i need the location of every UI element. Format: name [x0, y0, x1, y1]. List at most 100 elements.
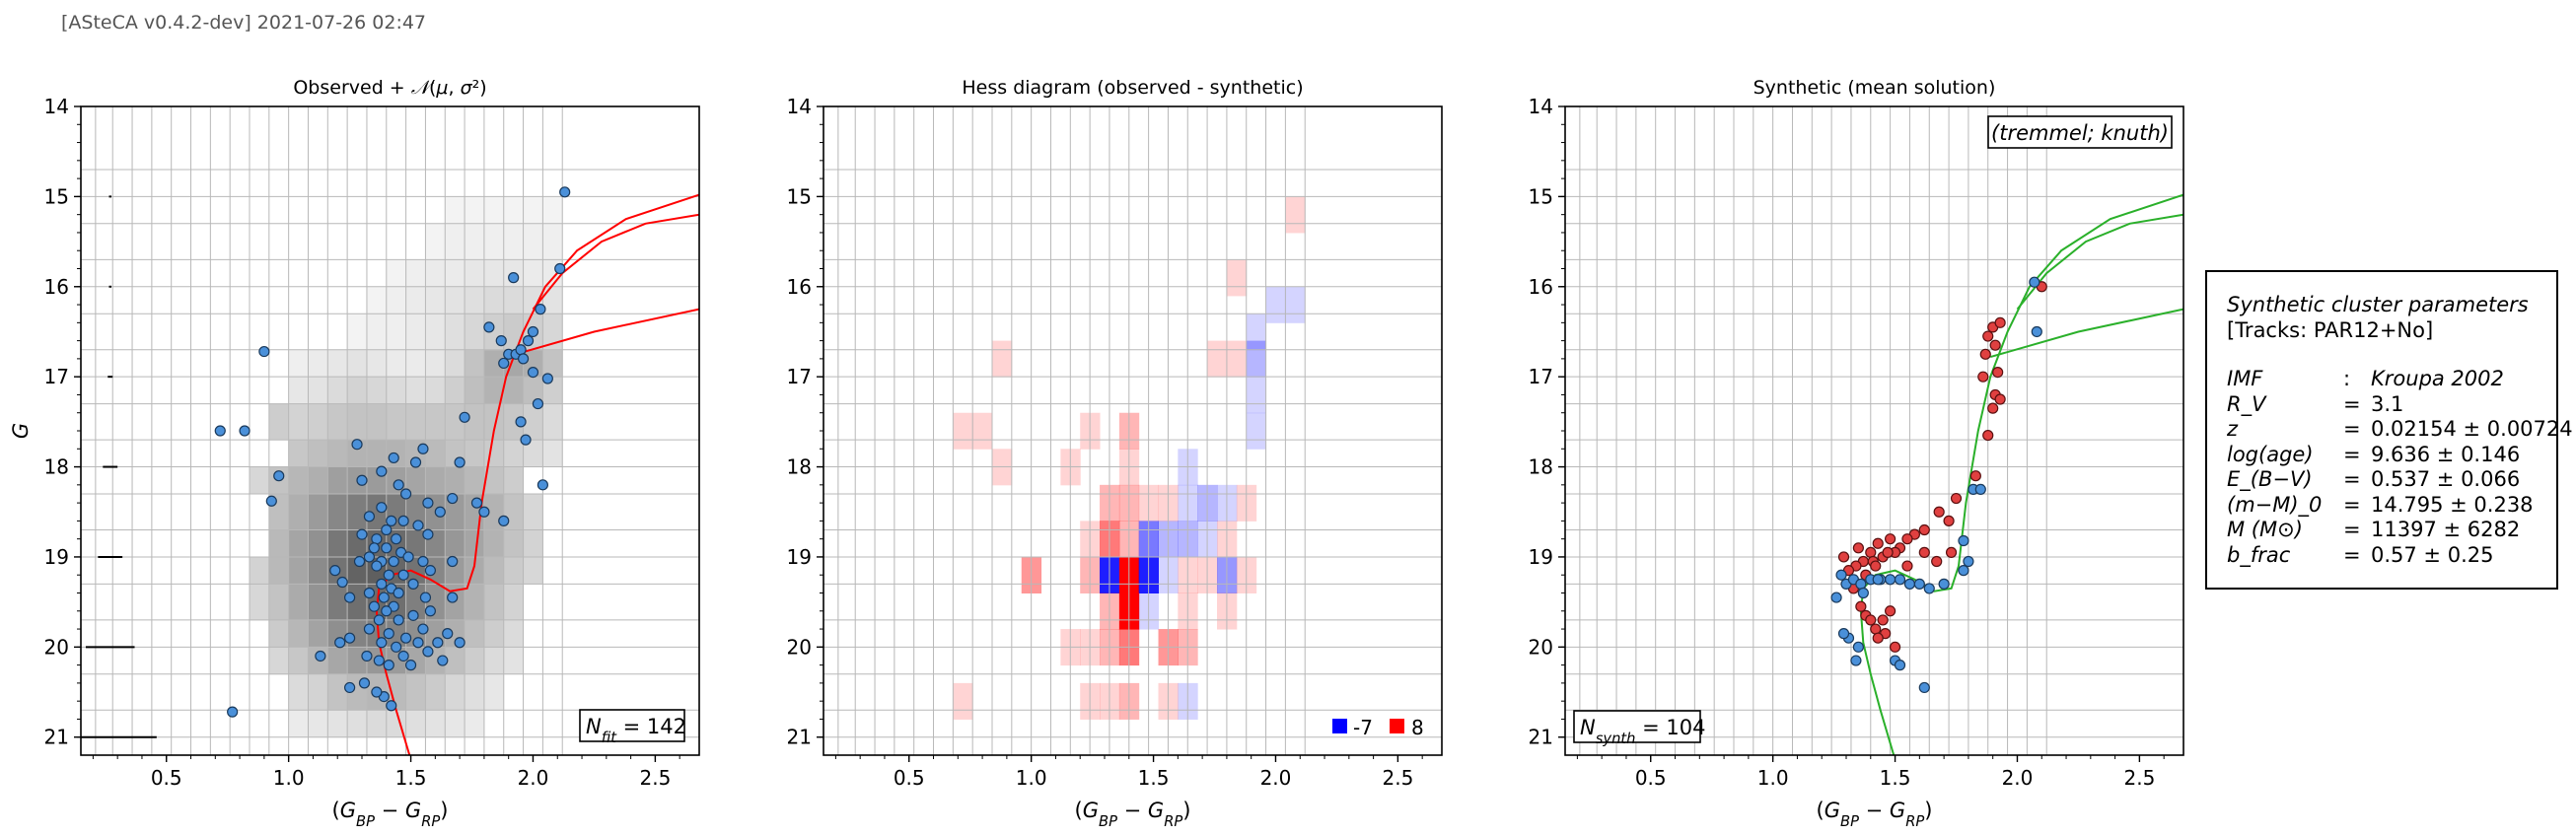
- density-cell: [465, 349, 485, 378]
- observed-star: [371, 686, 383, 698]
- param-value: 0.02154 ± 0.00724: [2371, 417, 2573, 441]
- density-cell: [523, 529, 543, 558]
- density-cell: [465, 466, 485, 495]
- synthetic-single-star: [1923, 583, 1935, 594]
- observed-star: [404, 660, 417, 671]
- y-tick-label: 14: [44, 95, 69, 118]
- observed-star: [344, 681, 356, 694]
- synthetic-binary-star: [1855, 600, 1867, 612]
- param-sep: =: [2343, 542, 2361, 567]
- observed-star: [417, 443, 429, 454]
- param-sep: =: [2343, 467, 2361, 491]
- density-cell: [523, 196, 543, 225]
- observed-star: [358, 677, 371, 689]
- x-tick-label: 1.0: [1016, 766, 1047, 790]
- observed-star: [412, 520, 424, 531]
- density-cell: [425, 223, 446, 260]
- density-cell: [542, 223, 563, 260]
- density-cell: [523, 556, 543, 585]
- synthetic-binary-star: [1918, 546, 1930, 558]
- density-cell: [445, 223, 465, 260]
- hess-cell: [953, 682, 973, 720]
- param-name: (m−M)_0: [2227, 492, 2323, 517]
- density-cell: [288, 466, 309, 495]
- panel-title: Hess diagram (observed - synthetic): [962, 77, 1303, 99]
- density-cell: [465, 619, 485, 648]
- observed-star: [368, 542, 380, 554]
- y-tick-label: 21: [787, 726, 812, 749]
- observed-star: [391, 533, 402, 545]
- observed-star: [417, 555, 429, 568]
- observed-star: [442, 628, 454, 640]
- observed-star: [214, 425, 226, 437]
- observed-star: [520, 434, 532, 446]
- y-tick-label: 16: [787, 275, 812, 299]
- density-cell: [503, 196, 525, 225]
- density-cell: [308, 556, 328, 585]
- density-cell: [405, 710, 426, 738]
- param-sep: =: [2343, 518, 2361, 541]
- synthetic-single-star: [2031, 325, 2042, 338]
- hess-cell: [953, 412, 973, 450]
- observed-star: [329, 565, 341, 577]
- observed-star: [470, 497, 483, 509]
- density-cell: [268, 619, 290, 648]
- density-cell: [465, 710, 485, 738]
- x-tick-label: 1.0: [1757, 766, 1789, 790]
- hess-cell: [1246, 377, 1267, 414]
- observed-star: [376, 637, 388, 649]
- synthetic-single-star: [1938, 578, 1950, 590]
- synthetic-binary-star: [1931, 555, 1943, 568]
- observed-star: [363, 511, 376, 522]
- density-cell: [366, 286, 388, 314]
- density-cell: [445, 710, 465, 738]
- hess-cell: [1285, 286, 1306, 323]
- density-cell: [386, 314, 407, 351]
- density-cell: [542, 314, 563, 351]
- synthetic-single-star: [1958, 565, 1969, 577]
- synthetic-binary-star: [1837, 551, 1850, 563]
- density-cell: [288, 377, 309, 405]
- density-cell: [445, 349, 465, 378]
- axes-frame: [1564, 105, 2184, 756]
- observed-star: [447, 492, 459, 505]
- params-title: Synthetic cluster parameters: [2227, 293, 2529, 316]
- observed-star: [363, 587, 376, 599]
- density-cell: [542, 403, 563, 441]
- density-cell: [465, 673, 485, 711]
- observed-star: [517, 353, 530, 365]
- legend-swatch-pos: [1390, 719, 1404, 733]
- synthetic-single-star: [1958, 534, 1969, 547]
- synthetic-binary-star: [1872, 632, 1884, 644]
- density-cell: [288, 493, 309, 531]
- y-tick-label: 18: [1529, 455, 1553, 479]
- density-cell: [445, 673, 465, 711]
- observed-star: [336, 576, 348, 589]
- synthetic-single-star: [1872, 574, 1884, 586]
- density-cell: [327, 673, 348, 711]
- density-cell: [268, 584, 290, 621]
- synthetic-binary-star: [1933, 506, 1945, 518]
- density-cell: [327, 647, 348, 675]
- density-cell: [523, 223, 543, 260]
- density-cell: [327, 349, 348, 378]
- density-cell: [425, 259, 446, 288]
- density-cell: [327, 584, 348, 621]
- observed-star: [432, 637, 444, 649]
- density-cell: [425, 440, 446, 468]
- hess-cell: [1226, 340, 1248, 378]
- hess-cell: [1246, 340, 1267, 378]
- observed-star: [344, 592, 356, 603]
- hess-cell: [1265, 286, 1286, 323]
- param-sep: =: [2343, 492, 2361, 517]
- observed-star: [378, 592, 390, 603]
- observed-star: [419, 592, 432, 603]
- synthetic-binary-star: [1870, 623, 1882, 635]
- density-cell: [250, 466, 270, 495]
- observed-star: [412, 637, 424, 649]
- param-name: z: [2227, 417, 2239, 441]
- synthetic-binary-star: [1865, 614, 1877, 626]
- synthetic-single-star: [1894, 574, 1906, 586]
- density-cell: [483, 440, 505, 468]
- y-tick-label: 19: [44, 545, 69, 569]
